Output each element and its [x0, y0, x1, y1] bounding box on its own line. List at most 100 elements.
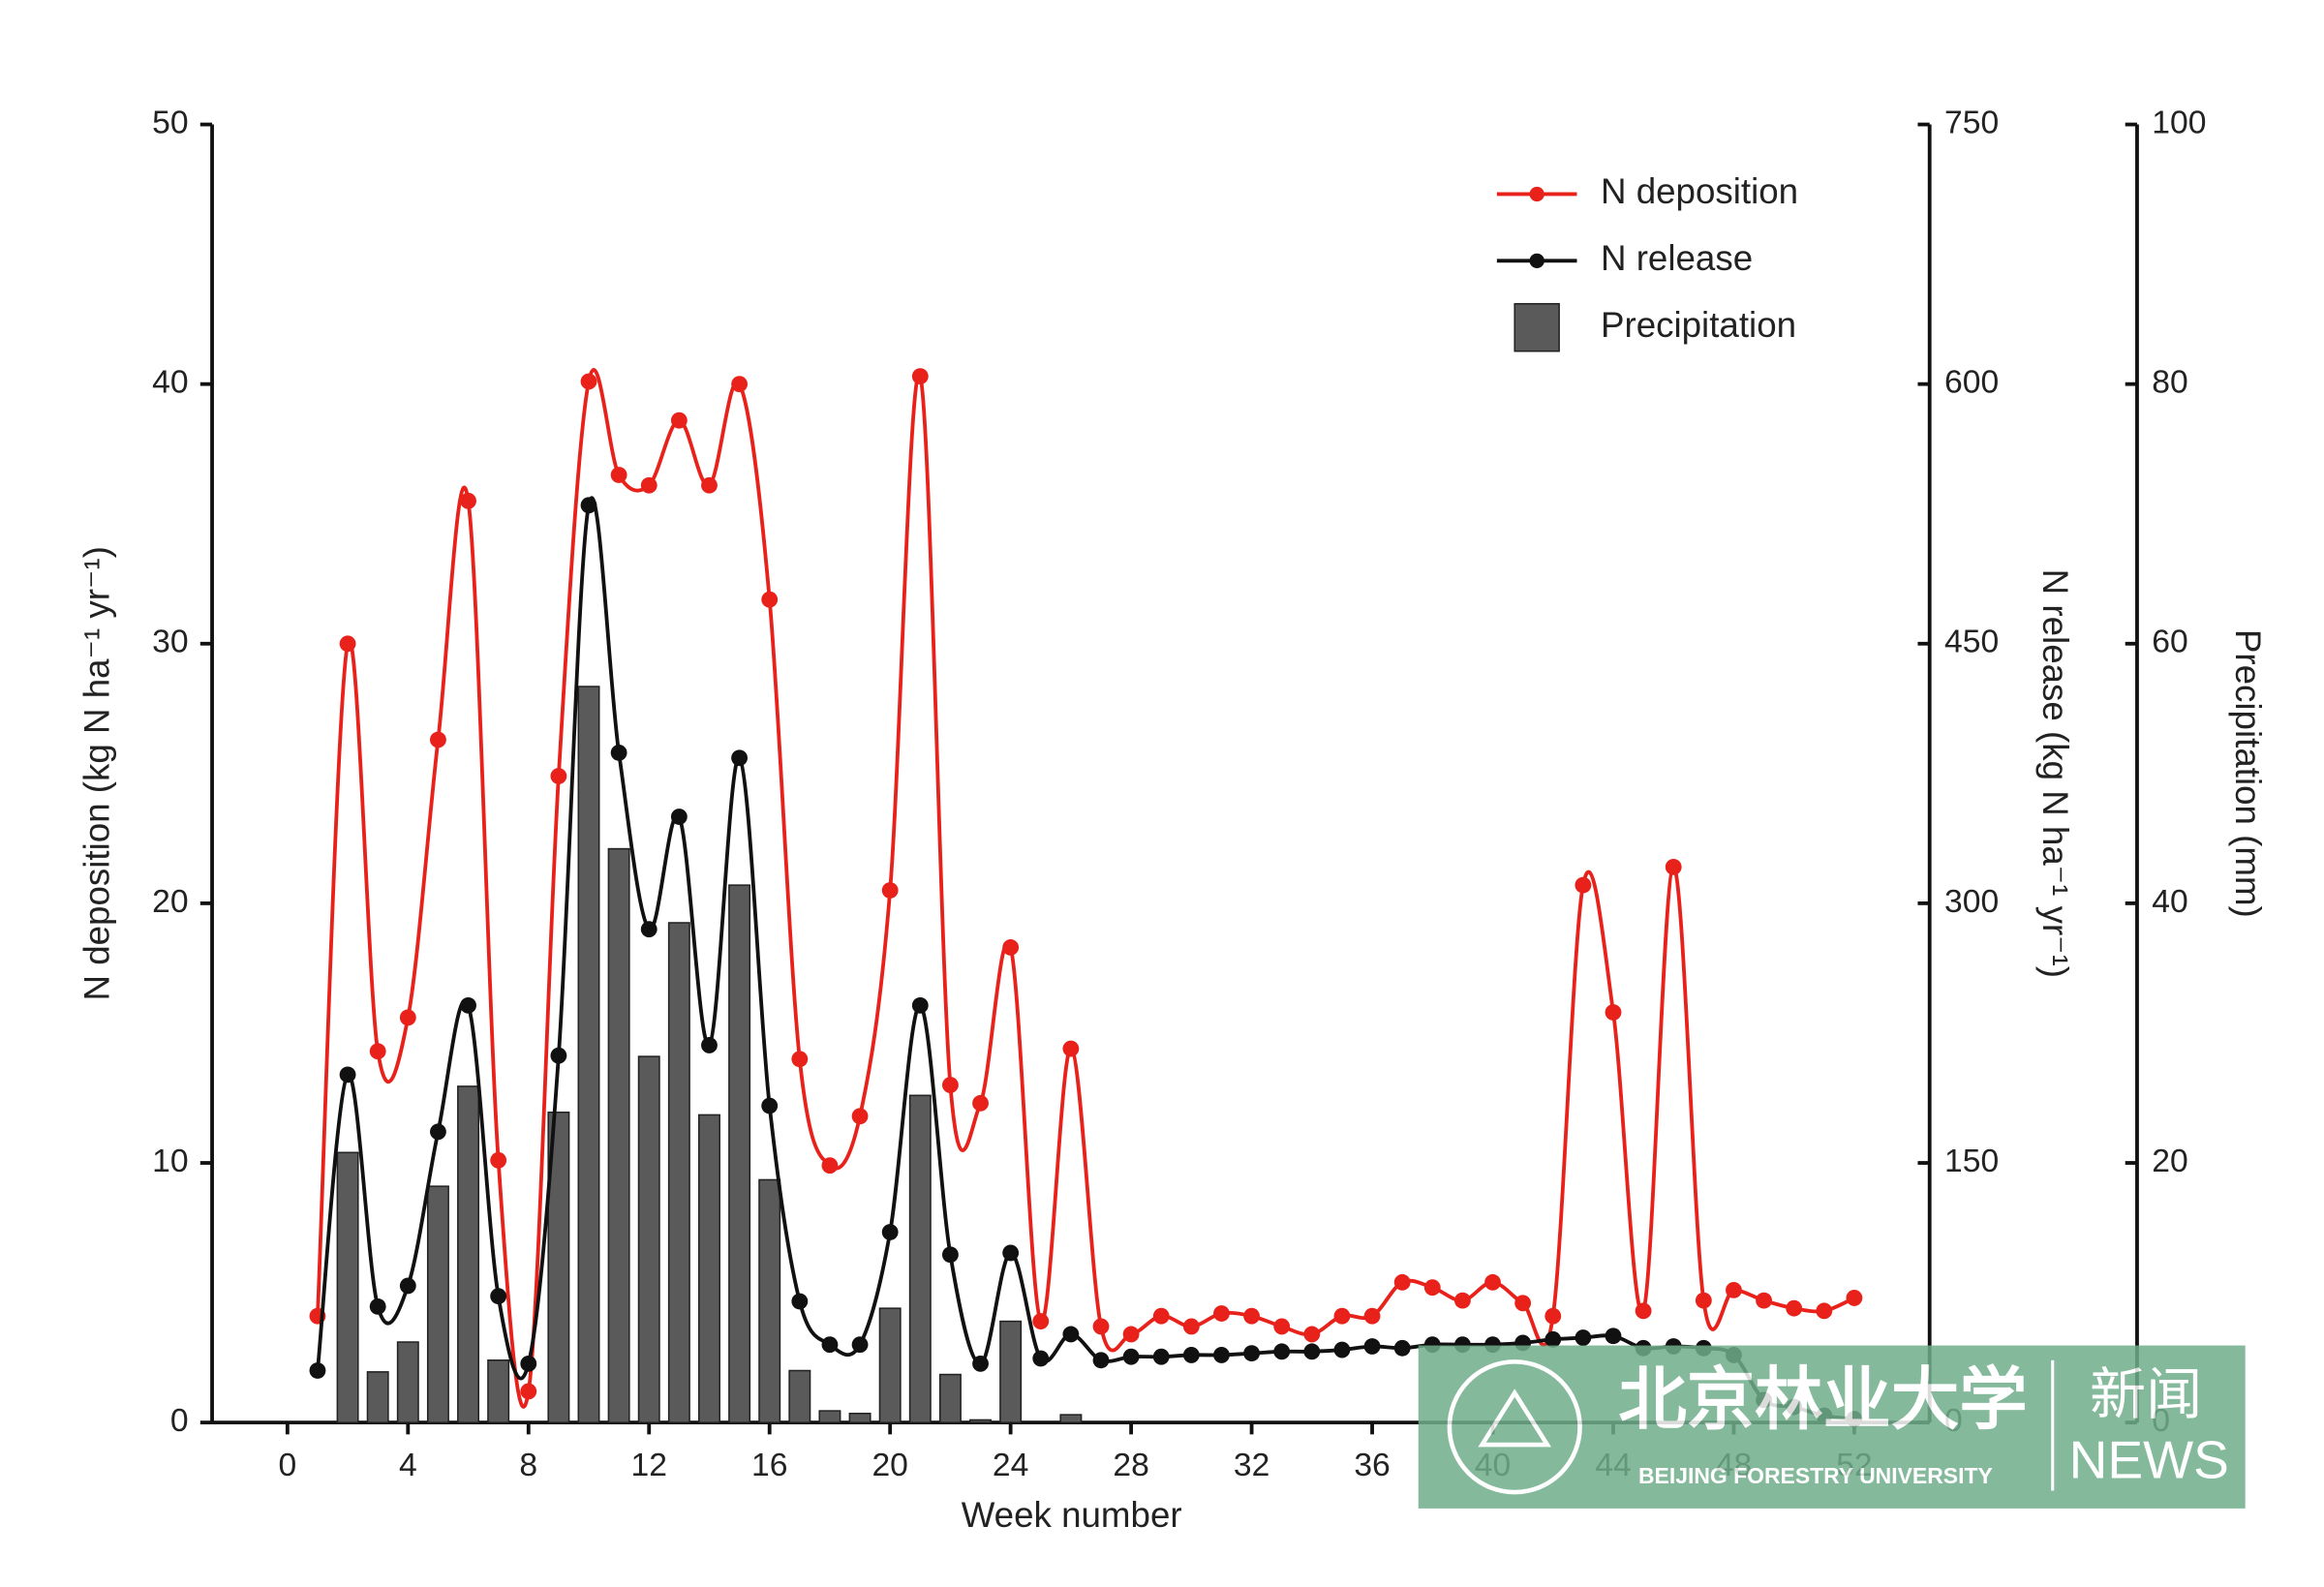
watermark-news-en: NEWS	[2069, 1430, 2229, 1490]
watermark-logo-mark	[1478, 1389, 1552, 1448]
x-tick-label: 32	[1234, 1448, 1269, 1483]
point	[851, 1108, 869, 1125]
y2-tick-label: 750	[1944, 105, 1999, 140]
point	[1605, 1004, 1622, 1021]
point	[1062, 1326, 1080, 1343]
point	[1333, 1307, 1351, 1325]
point	[369, 1043, 386, 1060]
bar	[396, 1341, 419, 1423]
point	[430, 1123, 446, 1141]
point	[430, 731, 446, 748]
point	[610, 467, 627, 483]
line	[316, 496, 1855, 1421]
x-tick-label: 8	[519, 1448, 537, 1483]
legend-label: N deposition	[1601, 171, 1798, 211]
point	[1032, 1350, 1050, 1367]
point	[1605, 1328, 1622, 1345]
point	[972, 1355, 989, 1372]
bar	[547, 1111, 570, 1423]
bar	[426, 1185, 449, 1423]
point	[640, 921, 657, 938]
point	[1423, 1279, 1441, 1297]
bar	[848, 1412, 872, 1423]
point	[520, 1355, 537, 1372]
point	[851, 1336, 869, 1354]
point	[1363, 1338, 1381, 1355]
point	[701, 476, 718, 494]
point	[1092, 1352, 1110, 1369]
x-axis-title: Week number	[962, 1495, 1182, 1535]
point	[1393, 1273, 1411, 1291]
bar	[728, 884, 751, 1423]
point	[1695, 1292, 1712, 1309]
watermark-news-cn: 新闻	[2090, 1363, 2202, 1426]
bar	[788, 1369, 811, 1423]
y3-tick-label: 60	[2152, 625, 2187, 660]
x-tick-label: 0	[278, 1448, 296, 1483]
bar	[758, 1178, 781, 1423]
point	[1182, 1347, 1200, 1363]
point	[761, 591, 779, 608]
y3-axis-title: Precipitation (mm)	[2228, 629, 2268, 918]
watermark-box	[1418, 1345, 2246, 1509]
point	[1213, 1305, 1230, 1322]
point	[1575, 876, 1592, 894]
point	[1333, 1341, 1351, 1358]
point	[670, 809, 688, 825]
point	[1846, 1290, 1863, 1306]
point	[580, 497, 597, 514]
bar	[878, 1307, 902, 1423]
point	[550, 768, 567, 784]
point	[339, 1066, 356, 1083]
point	[791, 1293, 809, 1310]
point	[1032, 1313, 1050, 1329]
y3-tick-label: 40	[2152, 884, 2187, 920]
bar	[607, 847, 630, 1423]
point	[911, 996, 929, 1014]
bar	[698, 1114, 720, 1423]
point	[1786, 1299, 1803, 1317]
y-tick-label: 10	[152, 1144, 188, 1179]
point	[701, 1037, 718, 1053]
x-tick-label: 4	[399, 1448, 417, 1483]
x-tick-label: 12	[631, 1448, 667, 1483]
point	[1002, 939, 1020, 956]
x-tick-label: 24	[993, 1448, 1028, 1483]
point	[1092, 1318, 1110, 1335]
point	[1453, 1292, 1471, 1309]
bar	[938, 1373, 962, 1423]
legend-marker	[1529, 186, 1544, 202]
point	[731, 376, 749, 393]
y-tick-label: 20	[152, 884, 188, 920]
point	[1152, 1307, 1170, 1325]
y2-tick-label: 300	[1944, 884, 1999, 920]
point	[1726, 1281, 1742, 1298]
point	[761, 1097, 779, 1114]
point	[1544, 1307, 1562, 1325]
bar	[637, 1055, 660, 1423]
x-tick-label: 20	[872, 1448, 907, 1483]
bar	[667, 922, 690, 1423]
y2-tick-label: 450	[1944, 625, 1999, 660]
point	[1273, 1318, 1291, 1335]
point	[1303, 1326, 1321, 1343]
point	[941, 1246, 959, 1264]
legend-label: Precipitation	[1601, 305, 1796, 345]
bar	[908, 1094, 932, 1423]
y3-tick-label: 80	[2152, 365, 2187, 401]
point	[731, 749, 749, 767]
y3-tick-label: 100	[2152, 105, 2206, 140]
legend-label: N release	[1601, 238, 1753, 278]
point	[881, 882, 899, 899]
point	[791, 1051, 809, 1068]
point	[1243, 1345, 1261, 1362]
point	[490, 1151, 507, 1169]
point	[1393, 1339, 1411, 1357]
point	[1484, 1273, 1501, 1291]
point	[972, 1094, 989, 1112]
watermark-name-cn: 北京林业大学	[1618, 1358, 2027, 1439]
point	[1182, 1318, 1200, 1335]
point	[1243, 1307, 1261, 1325]
y3-tick-label: 20	[2152, 1144, 2187, 1179]
